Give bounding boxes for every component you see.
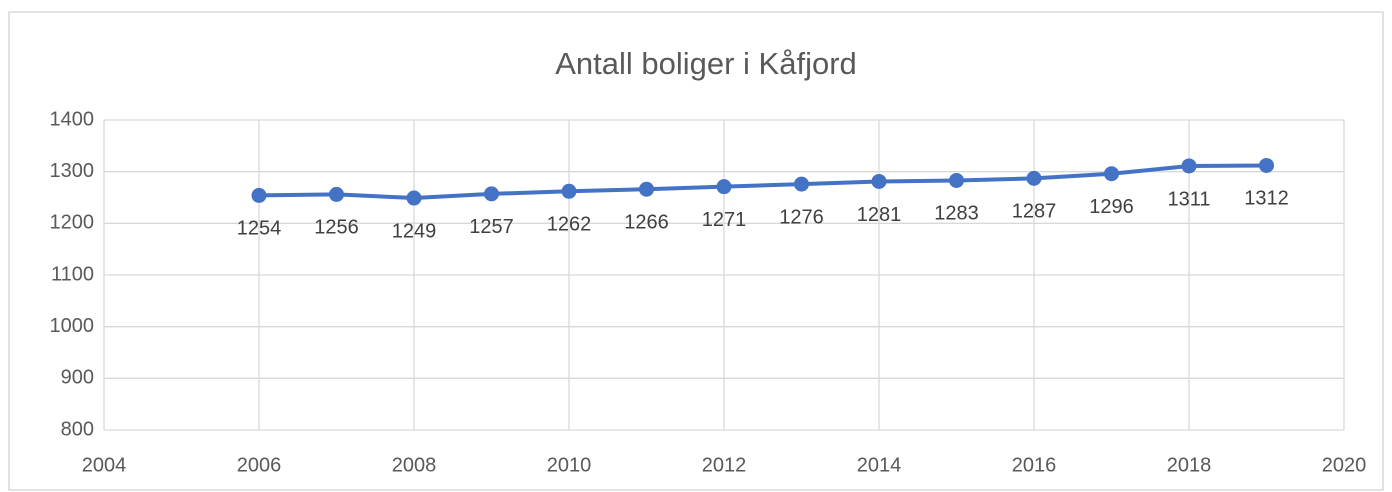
x-tick-label: 2010 (547, 454, 592, 476)
data-label: 1257 (469, 216, 514, 238)
y-tick-label: 1000 (50, 315, 95, 337)
x-tick-label: 2018 (1167, 454, 1212, 476)
data-point (251, 187, 267, 203)
data-point (1026, 170, 1042, 186)
y-tick-label: 800 (61, 418, 94, 440)
y-tick-label: 900 (61, 367, 94, 389)
data-label: 1276 (779, 206, 824, 228)
data-label: 1266 (624, 212, 669, 234)
data-point (406, 190, 422, 206)
data-point (716, 179, 732, 195)
data-label: 1281 (857, 204, 902, 226)
data-label: 1254 (237, 218, 282, 240)
data-point (561, 183, 577, 199)
data-label: 1249 (392, 220, 437, 242)
data-label: 1262 (547, 214, 592, 236)
x-tick-label: 2014 (857, 454, 902, 476)
data-point (871, 173, 887, 189)
data-point (1181, 158, 1197, 174)
x-tick-label: 2012 (702, 454, 747, 476)
data-label: 1287 (1012, 201, 1057, 223)
data-line (258, 163, 1267, 201)
data-point (949, 172, 964, 188)
data-point (484, 186, 499, 202)
data-label: 1296 (1089, 196, 1134, 218)
data-label: 1283 (934, 203, 979, 225)
data-point (1259, 157, 1274, 173)
data-point (639, 181, 654, 197)
data-label: 1271 (702, 209, 747, 231)
y-tick-label: 1400 (50, 108, 95, 130)
y-tick-label: 1100 (51, 263, 94, 285)
x-tick-label: 2020 (1322, 454, 1367, 476)
data-label: 1256 (314, 217, 359, 239)
data-point (1104, 166, 1119, 182)
x-tick-label: 2016 (1012, 454, 1057, 476)
data-label: 1312 (1244, 188, 1289, 210)
data-point (794, 176, 809, 192)
x-tick-label: 2004 (82, 454, 127, 476)
chart-title: Antall boliger i Kåfjord (555, 46, 857, 81)
x-tick-label: 2006 (237, 454, 282, 476)
y-tick-label: 1300 (50, 160, 95, 182)
data-point (329, 186, 344, 202)
x-tick-label: 2008 (392, 454, 437, 476)
chart-frame (8, 11, 1384, 491)
y-tick-label: 1200 (50, 212, 95, 234)
data-label: 1311 (1167, 188, 1210, 210)
